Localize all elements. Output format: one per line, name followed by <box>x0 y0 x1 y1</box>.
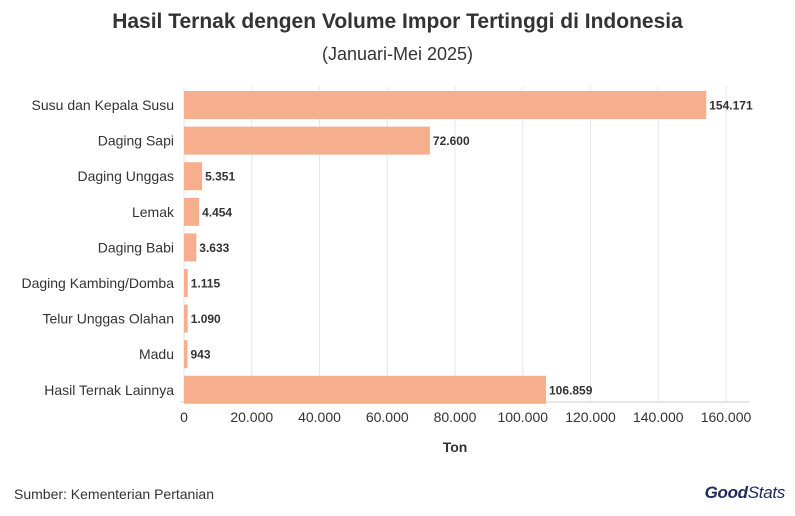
value-label: 4.454 <box>202 205 232 219</box>
x-tick-label: 40.000 <box>298 409 341 425</box>
bar <box>184 233 197 262</box>
category-label: Hasil Ternak Lainnya <box>44 382 174 398</box>
goodstats-logo: GoodStats <box>704 483 786 503</box>
x-tick-label: 0 <box>180 409 188 425</box>
value-label: 72.600 <box>433 134 470 148</box>
bar-chart: Susu dan Kepala Susu Daging Sapi Daging Un… <box>21 86 753 455</box>
bar <box>184 340 188 369</box>
x-tick-label: 80.000 <box>434 409 477 425</box>
x-axis-label: Ton <box>443 439 468 455</box>
bar <box>184 91 707 119</box>
value-label: 3.633 <box>199 241 229 255</box>
category-label: Telur Unggas Olahan <box>42 311 174 327</box>
x-tick-labels: 0 20.000 40.000 60.000 80.000 100.000 120.000 1… <box>180 409 751 425</box>
x-tick-label: 120.000 <box>565 409 616 425</box>
chart-title: Hasil Ternak dengen Volume Impor Terting… <box>112 10 683 33</box>
bar <box>184 304 188 333</box>
value-label: 106.859 <box>549 383 593 397</box>
category-label: Daging Unggas <box>77 168 174 184</box>
x-tick-label: 20.000 <box>230 409 273 425</box>
value-labels: 154.171 72.600 5.351 4.454 3.633 1.115 1.090 94… <box>191 99 753 398</box>
x-tick-label: 100.000 <box>497 409 548 425</box>
category-label: Daging Babi <box>98 239 174 255</box>
category-label: Lemak <box>132 204 175 220</box>
bar <box>184 126 430 155</box>
bar <box>184 375 546 404</box>
source-note: Sumber: Kementerian Pertanian <box>14 486 214 502</box>
value-label: 5.351 <box>205 170 235 184</box>
chart-subtitle: (Januari-Mei 2025) <box>321 44 474 64</box>
value-label: 1.090 <box>191 312 221 326</box>
category-label: Daging Kambing/Domba <box>21 275 174 291</box>
bar <box>184 197 200 226</box>
value-label: 943 <box>191 348 211 362</box>
logo-good: Good <box>704 483 748 502</box>
x-tick-label: 60.000 <box>366 409 409 425</box>
bars <box>184 91 707 404</box>
value-label: 154.171 <box>709 99 753 113</box>
category-label: Susu dan Kepala Susu <box>32 97 174 113</box>
category-label: Daging Sapi <box>98 133 174 149</box>
bar <box>184 269 188 297</box>
category-label: Madu <box>139 346 174 362</box>
logo-stats: Stats <box>747 483 786 502</box>
x-tick-label: 140.000 <box>633 409 684 425</box>
x-tick-label: 160.000 <box>701 409 752 425</box>
bar <box>184 162 203 191</box>
category-labels: Susu dan Kepala Susu Daging Sapi Daging Un… <box>21 97 175 398</box>
value-label: 1.115 <box>191 277 221 291</box>
